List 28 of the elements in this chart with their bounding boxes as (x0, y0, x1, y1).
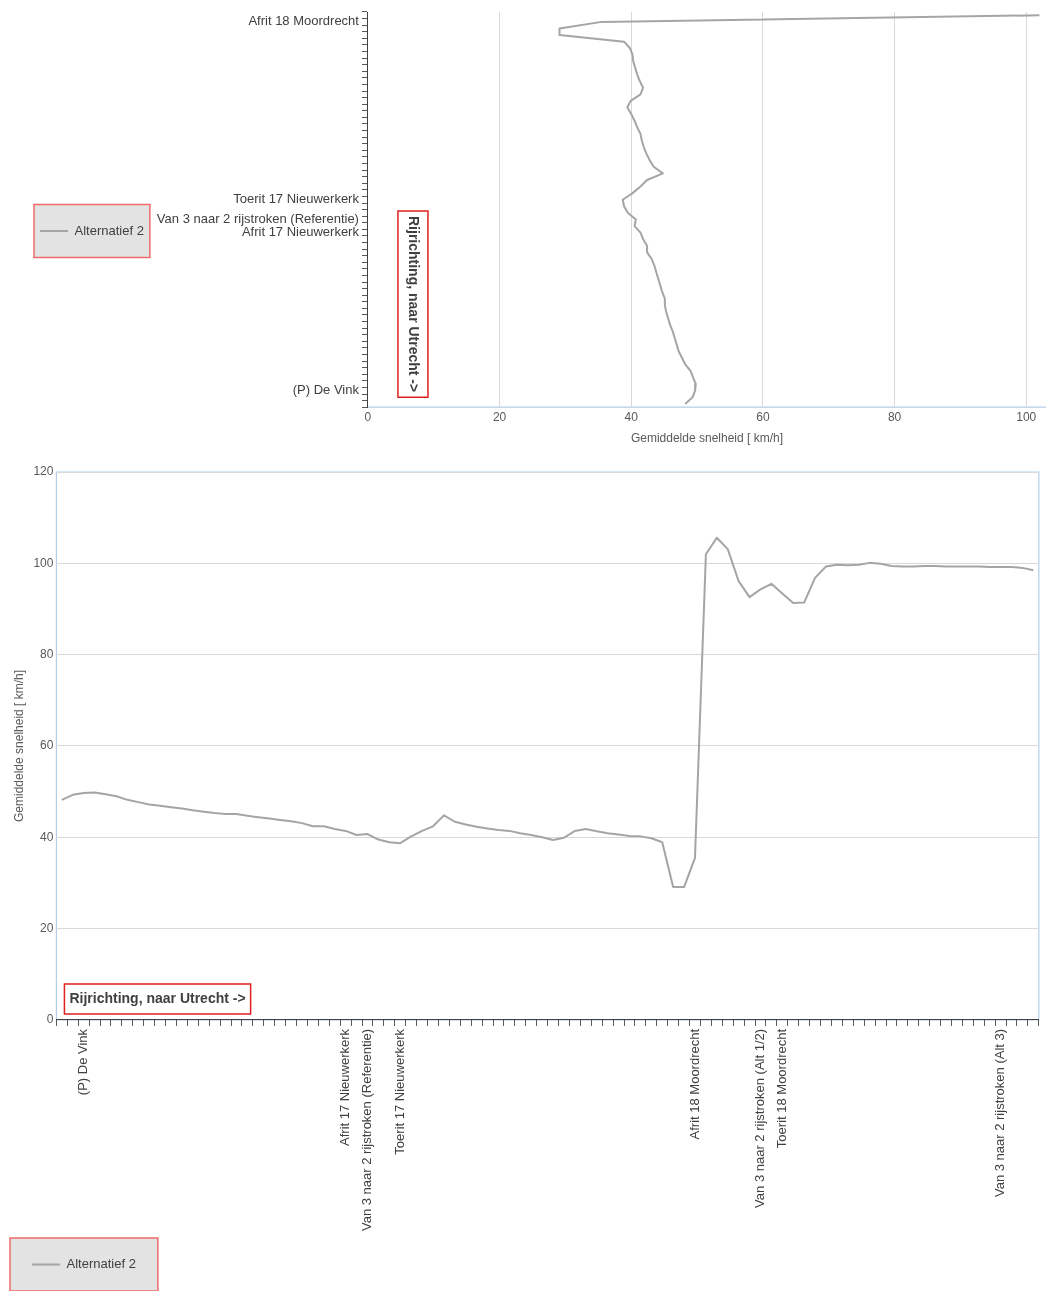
x-tick-label: Van 3 naar 2 rijstroken (Alt 3) (992, 1028, 1008, 1198)
y-tick-label: 120 (33, 464, 54, 479)
y-tick-label: 80 (40, 646, 54, 661)
x-tick-label: Toerit 18 Moordrecht (773, 1028, 789, 1149)
y-tick-label: 100 (33, 555, 54, 570)
x-tick-label: 20 (492, 409, 507, 424)
y-tick-label: Afrit 17 Nieuwerkerk (241, 224, 360, 240)
annotation: Rijrichting, naar Utrecht -> (69, 989, 246, 1006)
y-tick-label: 60 (40, 738, 54, 753)
x-tick-label: 80 (887, 409, 902, 424)
x-tick-label: Van 3 naar 2 rijstroken (Alt 1/2) (752, 1028, 768, 1208)
legend-label: Alternatief 2 (66, 1256, 136, 1272)
y-tick-label: 0 (46, 1012, 54, 1027)
y-tick-label: 20 (40, 920, 54, 935)
annotation: Rijrichting, naar Utrecht -> (406, 216, 423, 393)
x-tick-label: 0 (364, 409, 372, 424)
x-axis-title: Gemiddelde snelheid [ km/h] (630, 431, 784, 446)
y-tick-label: Van 3 naar 2 rijstroken (Referentie) (156, 211, 359, 227)
y-tick-label: Toerit 17 Nieuwerkerk (233, 191, 360, 207)
y-axis-title: Gemiddelde snelheid [ km/h] (11, 669, 26, 823)
y-tick-label: (P) De Vink (292, 382, 360, 398)
x-tick-label: 40 (624, 409, 639, 424)
y-tick-label: Afrit 18 Moordrecht (248, 13, 360, 29)
x-tick-label: Afrit 18 Moordrecht (686, 1028, 702, 1140)
x-tick-label: 100 (1016, 409, 1037, 424)
x-tick-label: 60 (756, 409, 770, 424)
y-tick-label: 40 (40, 829, 54, 844)
legend-label: Alternatief 2 (74, 222, 144, 238)
